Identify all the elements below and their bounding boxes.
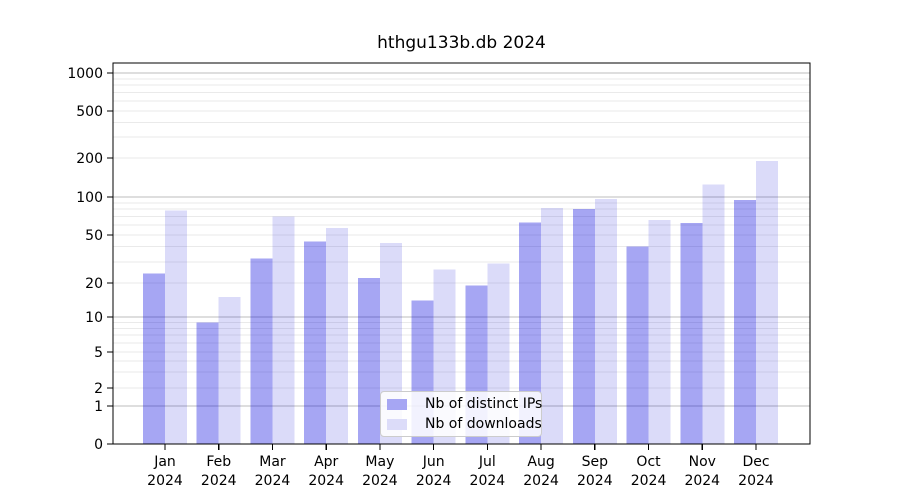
x-tick-label-year: 2024 [255,473,291,489]
plot-frame [112,62,811,445]
bar-apr-downloads [326,227,349,444]
bar-mar-downloads [272,216,295,444]
legend-label-downloads: Nb of downloads [425,416,542,432]
y-tick-label: 200 [76,151,103,167]
bar-dec-downloads [756,160,778,444]
x-tick-label-year: 2024 [147,473,183,489]
legend-item-distinct-ips: Nb of distinct IPs [387,396,542,412]
y-tick-label: 2 [94,381,103,397]
bar-may-ips [357,278,380,444]
y-tick-label: 500 [76,104,103,120]
x-tick-label-month: Aug [527,454,554,470]
x-tick-label-year: 2024 [201,473,237,489]
x-tick-label-month: Feb [206,454,231,470]
x-tick-label-month: Apr [314,454,338,470]
x-tick-label-year: 2024 [470,473,506,489]
y-tick-label: 50 [85,228,103,244]
bar-jan-ips [143,273,165,444]
x-tick-label-year: 2024 [362,473,398,489]
x-tick-label-month: Jun [422,454,445,470]
bar-sep-ips [572,209,595,444]
bar-oct-downloads [648,219,671,444]
x-tick-label-year: 2024 [308,473,344,489]
y-tick-label: 0 [94,437,103,453]
y-tick-label: 1 [94,399,103,415]
x-tick-label-month: Mar [259,454,286,470]
y-tick-label: 20 [85,276,103,292]
legend-swatch-downloads [387,418,407,430]
legend-label-distinct-ips: Nb of distinct IPs [425,396,543,412]
bar-feb-ips [196,322,219,444]
x-tick-label-year: 2024 [631,473,667,489]
legend-item-downloads: Nb of downloads [387,416,542,432]
grid-minor [113,78,810,389]
x-tick-label-year: 2024 [577,473,613,489]
y-tick-label: 5 [94,345,103,361]
bar-nov-downloads [702,184,725,444]
legend: Nb of distinct IPs Nb of downloads [380,391,542,437]
x-tick-label-year: 2024 [523,473,559,489]
bar-oct-ips [626,246,649,444]
bar-aug-downloads [541,207,564,444]
x-tick-label-month: Nov [689,454,716,470]
bar-aug-ips [519,222,542,444]
bar-jan-downloads [165,210,187,444]
x-tick-label-month: Dec [742,454,769,470]
x-tick-label-year: 2024 [684,473,720,489]
y-tick-label: 1000 [67,66,103,82]
x-tick-label-month: May [365,454,394,470]
x-tick-label-month: Oct [636,454,661,470]
x-axis: Jan 2024 Feb 2024 Mar 2024 Apr 2024 May 2024 Jun 20… [147,444,774,489]
bar-apr-ips [304,241,327,444]
bar-nov-ips [680,223,703,444]
bar-sep-downloads [594,199,617,444]
y-axis: 0 1 2 5 10 20 50 100 200 500 1000 [67,66,113,453]
bar-dec-ips [734,199,756,444]
x-tick-label-month: Sep [582,454,609,470]
y-tick-label: 100 [76,190,103,206]
x-tick-label-month: Jul [478,454,496,470]
legend-swatch-distinct-ips [387,398,407,410]
x-tick-label-year: 2024 [416,473,452,489]
chart-title: hthgu133b.db 2024 [377,33,546,53]
x-tick-label-year: 2024 [738,473,774,489]
x-tick-label-month: Jan [153,454,176,470]
bar-feb-downloads [218,297,241,444]
bar-mar-ips [250,258,273,444]
y-tick-label: 10 [85,310,103,326]
